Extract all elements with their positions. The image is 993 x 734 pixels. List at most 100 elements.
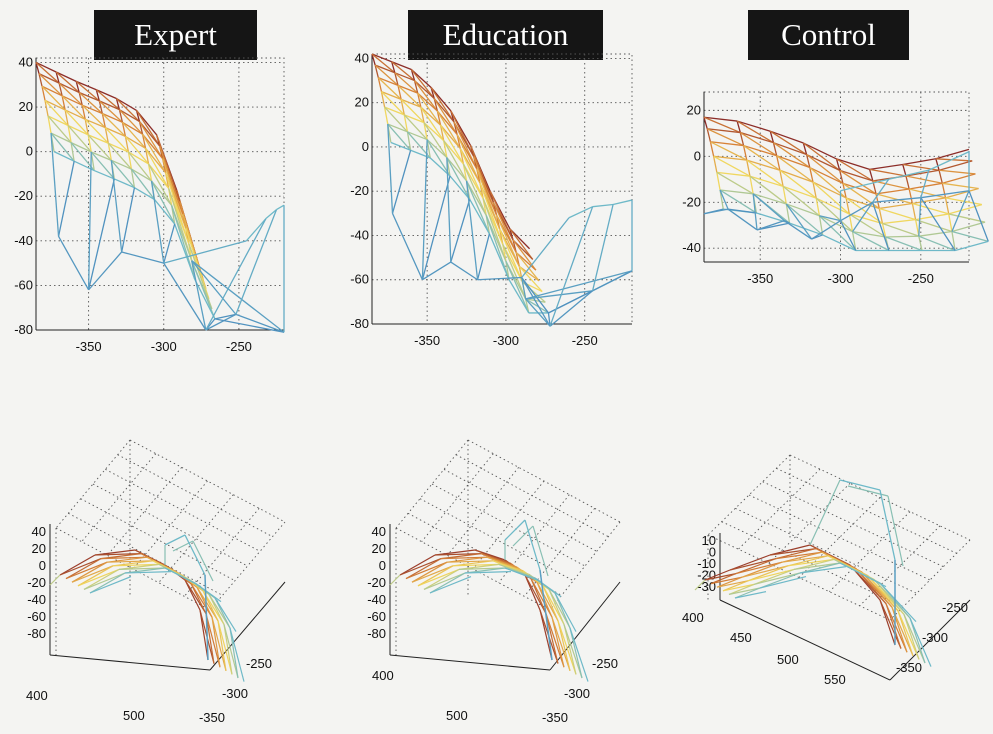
mesh-line — [532, 525, 549, 577]
mesh-line — [779, 170, 784, 187]
mesh-line — [108, 142, 129, 153]
mesh-line — [423, 572, 466, 590]
mesh-line — [50, 132, 72, 144]
mesh-line — [719, 189, 754, 195]
mesh-line — [390, 141, 411, 151]
mesh-line — [391, 213, 424, 281]
mesh-line — [773, 142, 811, 169]
mesh-line — [391, 150, 412, 214]
mesh-line — [53, 151, 75, 162]
mesh-line — [400, 99, 405, 115]
mesh-line — [436, 110, 442, 126]
mesh-line — [394, 72, 419, 94]
mesh-line — [78, 91, 100, 102]
mesh-line — [421, 139, 428, 280]
mesh-line — [98, 100, 123, 123]
mesh-line — [818, 215, 857, 251]
mesh-line — [938, 160, 973, 171]
mesh-line — [414, 80, 435, 100]
axes-box — [35, 57, 285, 331]
mesh-line — [759, 576, 807, 589]
mesh-line — [773, 142, 807, 156]
x-tick-label-3d: 550 — [824, 672, 846, 687]
mesh-line — [119, 109, 140, 123]
mesh-line — [450, 199, 471, 263]
mesh-line — [951, 231, 956, 251]
mesh-line — [914, 219, 920, 237]
grid-line-3d — [209, 521, 286, 611]
mesh-line — [905, 175, 910, 190]
mesh-line — [508, 279, 530, 314]
mesh-line — [942, 182, 979, 190]
mesh-line — [897, 610, 914, 656]
mesh-line — [374, 64, 379, 78]
mesh-line — [521, 277, 550, 314]
chart-panel-2d-1: -350 -300 -250 40 20 0 -20 -40 -60 -80 — [14, 54, 285, 354]
mesh-line — [747, 568, 795, 582]
mesh-line — [105, 127, 126, 138]
mesh-line — [426, 139, 448, 159]
mesh-line — [534, 577, 562, 598]
mesh-line — [124, 571, 172, 574]
y-tick-label: -40 — [682, 240, 701, 255]
mesh-line — [464, 567, 506, 574]
mesh-line — [785, 203, 791, 224]
mesh-line — [141, 133, 167, 174]
mesh-line — [121, 121, 147, 149]
mesh-line — [462, 163, 484, 199]
mesh-line — [229, 627, 245, 682]
mesh-line — [945, 187, 979, 199]
mesh-line — [809, 167, 814, 183]
x-tick-label: -300 — [493, 333, 519, 348]
mesh-line — [875, 193, 913, 205]
mesh-line — [709, 141, 715, 157]
x-axis-line-3d — [49, 654, 211, 671]
mesh-line — [116, 97, 137, 111]
mesh-line — [420, 106, 425, 123]
x-tick-label: -250 — [226, 339, 252, 354]
mesh-line — [469, 199, 490, 235]
mesh-line — [782, 185, 820, 217]
mesh-line — [439, 124, 464, 165]
mesh-line — [464, 571, 512, 574]
mesh-line — [371, 53, 376, 66]
mesh-line — [411, 561, 448, 583]
z-tick-label: -80 — [27, 626, 46, 641]
mesh-line — [417, 565, 454, 587]
mesh-line — [44, 99, 66, 111]
mesh-line — [151, 180, 173, 206]
mesh-line — [465, 180, 490, 235]
mesh-line — [399, 554, 436, 576]
mesh-line — [462, 163, 487, 216]
mesh-line — [888, 169, 929, 180]
mesh-line — [371, 53, 396, 74]
mesh-line — [61, 95, 66, 111]
mesh-line — [403, 114, 409, 132]
mesh-line — [742, 145, 748, 161]
mesh-line — [121, 187, 136, 253]
mesh-line — [44, 100, 49, 117]
mesh-line — [557, 620, 577, 675]
mesh-line — [139, 121, 161, 147]
z-tick-label: -30 — [697, 579, 716, 594]
mesh-line — [716, 172, 721, 191]
mesh-line — [95, 89, 100, 102]
mesh-line — [968, 190, 989, 242]
x-axis-line-3d — [389, 654, 551, 671]
mesh-line — [47, 115, 69, 127]
mesh-line — [211, 617, 221, 668]
mesh-line — [384, 106, 405, 116]
mesh-line — [710, 576, 743, 585]
mesh-line — [591, 204, 614, 291]
mesh-line — [174, 223, 196, 280]
mesh-line — [903, 614, 926, 664]
mesh-line — [706, 128, 712, 142]
mesh-line — [163, 262, 207, 331]
mesh-line — [912, 202, 949, 215]
mesh-line — [551, 617, 571, 671]
mesh-line — [935, 158, 973, 162]
mesh-line — [194, 278, 216, 320]
grid-line-3d — [523, 508, 596, 597]
mesh-line — [102, 112, 123, 123]
mesh-line — [547, 312, 551, 327]
